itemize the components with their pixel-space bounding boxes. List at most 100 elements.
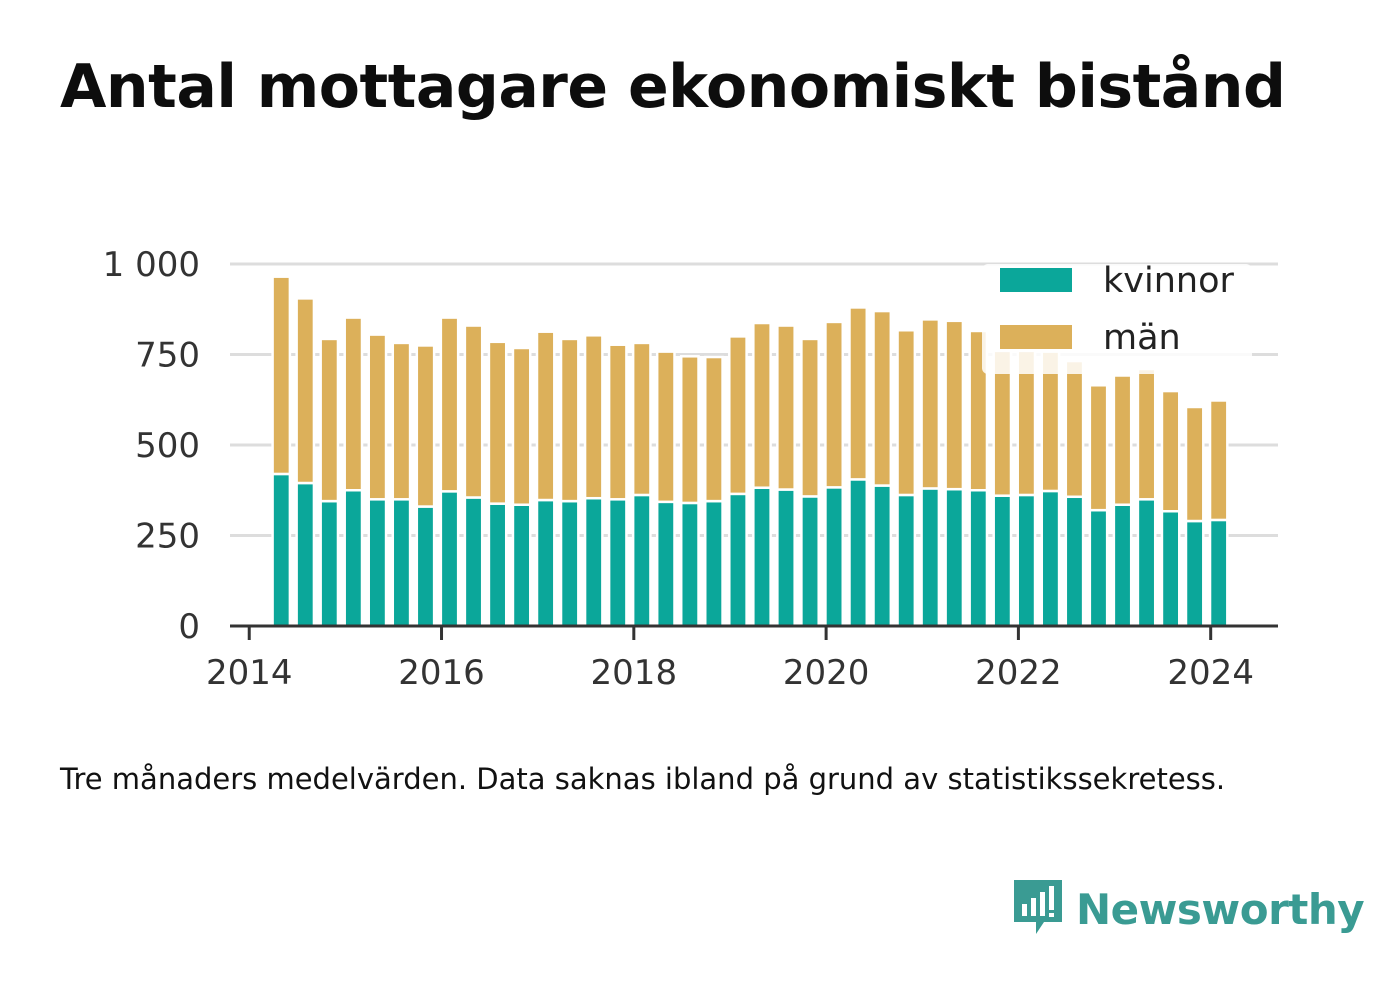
bar-man — [463, 324, 484, 499]
y-tick-label: 500 — [135, 426, 200, 466]
bar-kvinnor — [655, 500, 676, 628]
bar-kvinnor — [511, 503, 532, 628]
legend: kvinnor män — [982, 261, 1252, 374]
bar-man — [295, 297, 316, 485]
bar-kvinnor — [992, 494, 1013, 628]
bar-kvinnor — [704, 499, 724, 628]
bar-kvinnor — [800, 495, 820, 628]
legend-swatch-kvinnor — [1000, 268, 1072, 292]
bar-kvinnor — [1088, 508, 1109, 628]
brand-name: Newsworthy — [1076, 884, 1365, 934]
bar-man — [1136, 367, 1157, 501]
x-tick-label: 2016 — [398, 653, 485, 693]
x-tick-label: 2020 — [783, 653, 870, 693]
newsworthy-logo-icon — [1010, 876, 1066, 942]
bar-kvinnor — [535, 498, 556, 628]
bar-kvinnor — [463, 496, 484, 628]
bar-man — [1184, 405, 1205, 523]
bar-man — [655, 350, 676, 504]
bar-man — [848, 306, 869, 481]
bar-kvinnor — [439, 490, 460, 628]
bar-kvinnor — [367, 498, 388, 628]
bar-kvinnor — [391, 498, 412, 628]
bar-man — [752, 321, 772, 489]
bar-man — [896, 328, 917, 497]
y-tick-label: 250 — [135, 517, 200, 557]
bar-kvinnor — [1040, 489, 1061, 628]
bar-kvinnor — [944, 487, 965, 628]
bar-man — [1112, 374, 1133, 506]
bar-kvinnor — [920, 487, 941, 628]
bar-kvinnor — [583, 496, 604, 628]
bar-kvinnor — [1016, 493, 1037, 628]
bar-man — [776, 324, 796, 491]
bar-kvinnor — [776, 488, 796, 628]
bar-man — [535, 330, 556, 502]
bar-man — [415, 344, 436, 508]
bar-man — [920, 318, 941, 490]
bar-kvinnor — [631, 493, 652, 628]
bar-man — [319, 337, 340, 503]
bar-man — [631, 341, 652, 497]
bar-man — [1208, 399, 1229, 522]
bar-kvinnor — [1112, 503, 1133, 628]
brand-logo[interactable]: Newsworthy — [1010, 876, 1365, 942]
bar-kvinnor — [1064, 495, 1085, 628]
bar-man — [968, 329, 989, 492]
bar-kvinnor — [1136, 498, 1157, 628]
bar-kvinnor — [1184, 519, 1205, 628]
x-tick-label: 2018 — [591, 653, 678, 693]
bar-kvinnor — [559, 499, 580, 628]
bar-man — [583, 334, 604, 500]
y-tick-label: 0 — [178, 607, 200, 647]
bar-kvinnor — [824, 486, 844, 628]
bar-man — [271, 275, 292, 476]
bar-man — [1088, 384, 1109, 512]
bar-man — [511, 346, 532, 506]
bar-kvinnor — [968, 489, 989, 628]
bar-man — [800, 337, 820, 498]
x-tick-label: 2022 — [975, 653, 1062, 693]
bar-kvinnor — [295, 481, 316, 628]
bar-kvinnor — [607, 498, 628, 628]
y-tick-label: 1 000 — [103, 245, 200, 285]
bar-man — [559, 337, 580, 503]
bar-kvinnor — [1160, 509, 1181, 628]
axes: 0 250 500 750 1 000 2014 2016 2018 2020 2022 2024 — [103, 245, 1278, 693]
bar-kvinnor — [487, 502, 508, 628]
footnote: Tre månaders medelvärden. Data saknas ib… — [60, 762, 1226, 796]
bar-kvinnor — [728, 492, 748, 628]
bar-man — [607, 343, 628, 501]
y-tick-label: 750 — [135, 336, 200, 376]
bar-kvinnor — [271, 472, 292, 628]
bar-man — [824, 320, 844, 489]
bar-man — [944, 319, 965, 491]
bar-kvinnor — [343, 489, 364, 628]
bar-man — [487, 340, 508, 505]
bar-man — [1064, 359, 1085, 499]
bar-man — [728, 335, 748, 496]
bar-man — [872, 309, 893, 487]
bar-man — [391, 341, 412, 501]
bar-man — [439, 316, 460, 493]
x-tick-label: 2014 — [206, 653, 293, 693]
bar-man — [343, 316, 364, 492]
x-tick-label: 2024 — [1167, 653, 1254, 693]
bar-kvinnor — [319, 499, 340, 628]
legend-label: kvinnor — [1103, 261, 1234, 301]
bar-man — [367, 333, 388, 501]
bar-kvinnor — [752, 486, 772, 628]
bar-kvinnor — [872, 484, 893, 628]
legend-swatch-man — [1000, 325, 1072, 349]
bar-kvinnor — [415, 505, 436, 628]
bar-kvinnor — [679, 501, 700, 628]
bar-man — [1160, 389, 1181, 513]
legend-label: män — [1103, 318, 1181, 358]
bar-kvinnor — [848, 478, 869, 628]
bar-man — [704, 355, 724, 503]
bar-kvinnor — [896, 493, 917, 628]
bar-kvinnor — [1208, 518, 1229, 628]
chart-title: Antal mottagare ekonomiskt bistånd — [60, 52, 1286, 122]
bar-man — [679, 355, 700, 505]
